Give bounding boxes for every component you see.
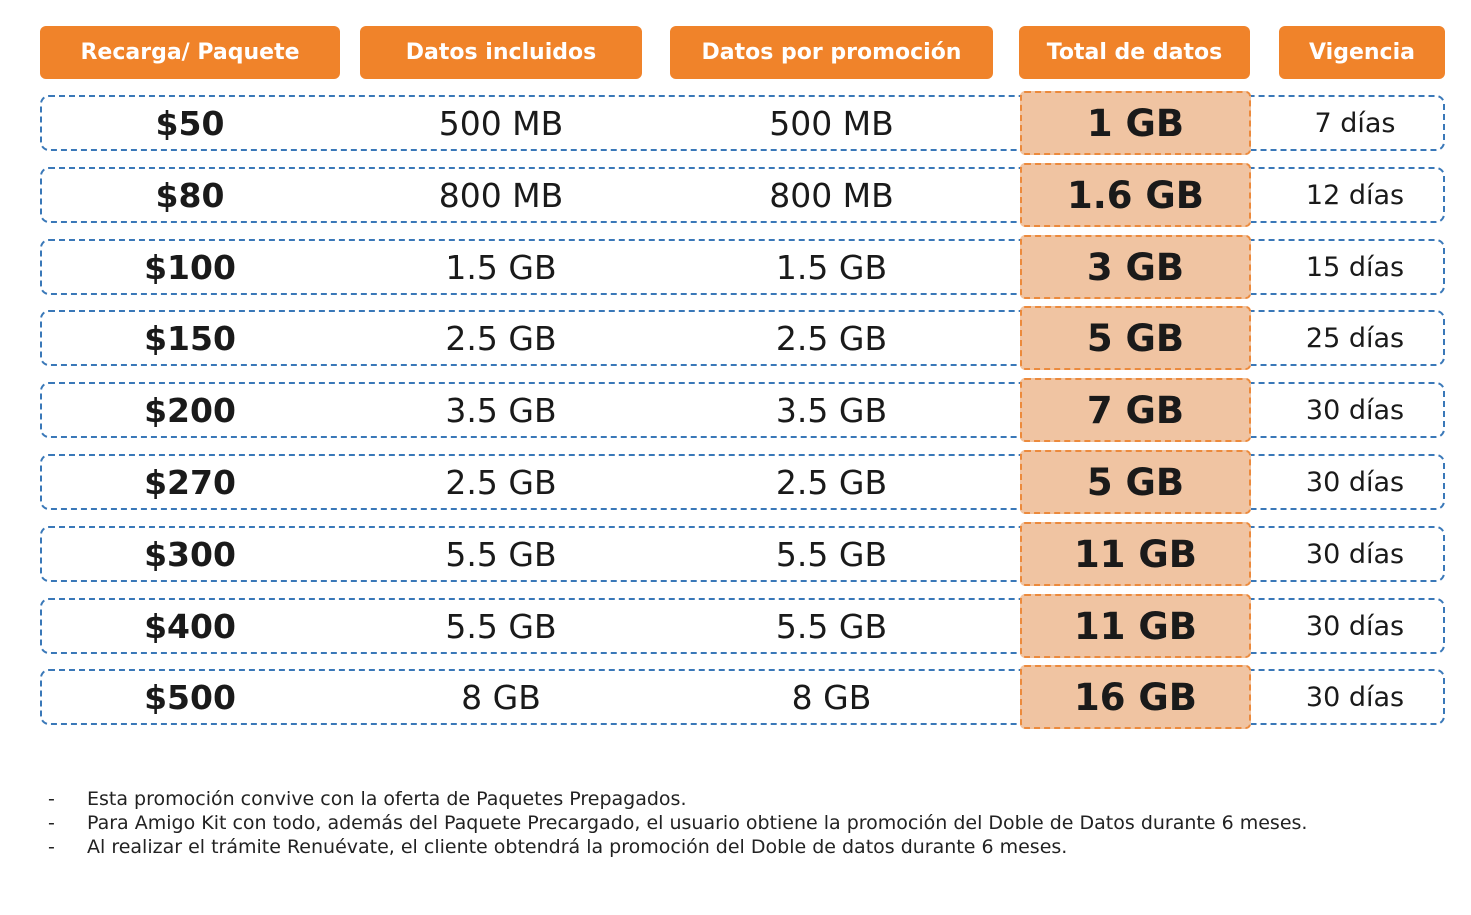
- table-row: $300 5.5 GB 5.5 GB 11 GB 30 días: [40, 522, 1445, 586]
- cell-datos-incluidos: 5.5 GB: [445, 606, 557, 646]
- table-row: $100 1.5 GB 1.5 GB 3 GB 15 días: [40, 235, 1445, 299]
- table-row: $150 2.5 GB 2.5 GB 5 GB 25 días: [40, 306, 1445, 370]
- row-border: [40, 382, 1445, 438]
- cell-total-datos: 5 GB: [1086, 460, 1185, 504]
- total-highlight: [1020, 665, 1251, 729]
- cell-datos-incluidos: 3.5 GB: [445, 390, 557, 430]
- row-border: [40, 598, 1445, 654]
- header-recarga: Recarga/ Paquete: [40, 26, 340, 79]
- cell-total-datos: 1.6 GB: [1067, 173, 1204, 217]
- total-highlight: [1020, 522, 1251, 586]
- table-row: $80 800 MB 800 MB 1.6 GB 12 días: [40, 163, 1445, 227]
- table-row: $50 500 MB 500 MB 1 GB 7 días: [40, 91, 1445, 155]
- cell-recarga: $100: [144, 247, 236, 287]
- footnote-item: - Al realizar el trámite Renuévate, el c…: [48, 835, 1307, 859]
- total-highlight: [1020, 594, 1251, 658]
- cell-recarga: $50: [155, 103, 225, 143]
- cell-datos-incluidos: 8 GB: [461, 677, 541, 717]
- cell-recarga: $400: [144, 606, 236, 646]
- cell-recarga: $300: [144, 534, 236, 574]
- cell-recarga: $200: [144, 390, 236, 430]
- cell-vigencia: 15 días: [1305, 251, 1405, 283]
- total-highlight: [1020, 378, 1251, 442]
- cell-recarga: $150: [144, 318, 236, 358]
- cell-recarga: $80: [155, 175, 225, 215]
- cell-datos-incluidos: 5.5 GB: [445, 534, 557, 574]
- row-border: [40, 95, 1445, 151]
- cell-datos-promocion: 5.5 GB: [775, 534, 888, 574]
- header-vigencia: Vigencia: [1279, 26, 1445, 79]
- footnote-item: - Para Amigo Kit con todo, además del Pa…: [48, 811, 1307, 835]
- cell-vigencia: 30 días: [1305, 681, 1405, 713]
- cell-total-datos: 11 GB: [1074, 532, 1197, 576]
- header-datos-promocion: Datos por promoción: [670, 26, 993, 79]
- cell-recarga: $500: [144, 677, 236, 717]
- cell-datos-promocion: 800 MB: [769, 175, 894, 215]
- header-total-datos: Total de datos: [1019, 26, 1250, 79]
- table-row: $200 3.5 GB 3.5 GB 7 GB 30 días: [40, 378, 1445, 442]
- footnote-text: Al realizar el trámite Renuévate, el cli…: [87, 836, 1068, 858]
- total-highlight: [1020, 450, 1251, 514]
- row-border: [40, 454, 1445, 510]
- row-border: [40, 167, 1445, 223]
- cell-datos-incluidos: 2.5 GB: [445, 462, 557, 502]
- row-border: [40, 669, 1445, 725]
- cell-datos-incluidos: 2.5 GB: [445, 318, 557, 358]
- row-border: [40, 239, 1445, 295]
- cell-datos-promocion: 5.5 GB: [775, 606, 888, 646]
- cell-total-datos: 11 GB: [1074, 604, 1197, 648]
- total-highlight: [1020, 306, 1251, 370]
- cell-vigencia: 30 días: [1305, 610, 1405, 642]
- footnote-text: Esta promoción convive con la oferta de …: [87, 788, 687, 810]
- cell-datos-promocion: 8 GB: [791, 677, 872, 717]
- footnote-text: Para Amigo Kit con todo, además del Paqu…: [87, 812, 1308, 834]
- footnote-item: - Esta promoción convive con la oferta d…: [48, 787, 1307, 811]
- cell-vigencia: 30 días: [1305, 394, 1405, 426]
- cell-datos-incluidos: 800 MB: [438, 175, 564, 215]
- footnote-bullet: -: [48, 836, 55, 858]
- table-row: $400 5.5 GB 5.5 GB 11 GB 30 días: [40, 594, 1445, 658]
- promo-table: $50 500 MB 500 MB 1 GB 7 días $80 800 MB 800 MB…: [40, 91, 1445, 729]
- total-highlight: [1020, 163, 1251, 227]
- row-border: [40, 310, 1445, 366]
- table-row: $500 8 GB 8 GB 16 GB 30 días: [40, 665, 1445, 729]
- cell-vigencia: 30 días: [1305, 538, 1405, 570]
- cell-vigencia: 7 días: [1314, 107, 1396, 139]
- cell-total-datos: 16 GB: [1074, 675, 1197, 719]
- cell-datos-promocion: 1.5 GB: [775, 247, 888, 287]
- total-highlight: [1020, 235, 1251, 299]
- header-datos-incluidos: Datos incluidos: [360, 26, 642, 79]
- cell-vigencia: 25 días: [1305, 322, 1405, 354]
- cell-datos-promocion: 500 MB: [769, 103, 894, 143]
- row-border: [40, 526, 1445, 582]
- cell-total-datos: 7 GB: [1086, 388, 1185, 432]
- cell-datos-incluidos: 1.5 GB: [445, 247, 557, 287]
- footnote-bullet: -: [48, 788, 55, 810]
- footnotes: - Esta promoción convive con la oferta d…: [48, 787, 1307, 859]
- cell-vigencia: 12 días: [1305, 179, 1405, 211]
- footnote-bullet: -: [48, 812, 55, 834]
- cell-recarga: $270: [144, 462, 236, 502]
- cell-total-datos: 3 GB: [1086, 245, 1185, 289]
- total-highlight: [1020, 91, 1251, 155]
- cell-total-datos: 5 GB: [1086, 316, 1185, 360]
- cell-total-datos: 1 GB: [1086, 101, 1185, 145]
- cell-datos-incluidos: 500 MB: [438, 103, 564, 143]
- cell-datos-promocion: 2.5 GB: [775, 462, 888, 502]
- cell-vigencia: 30 días: [1305, 466, 1405, 498]
- table-row: $270 2.5 GB 2.5 GB 5 GB 30 días: [40, 450, 1445, 514]
- cell-datos-promocion: 2.5 GB: [775, 318, 888, 358]
- cell-datos-promocion: 3.5 GB: [775, 390, 888, 430]
